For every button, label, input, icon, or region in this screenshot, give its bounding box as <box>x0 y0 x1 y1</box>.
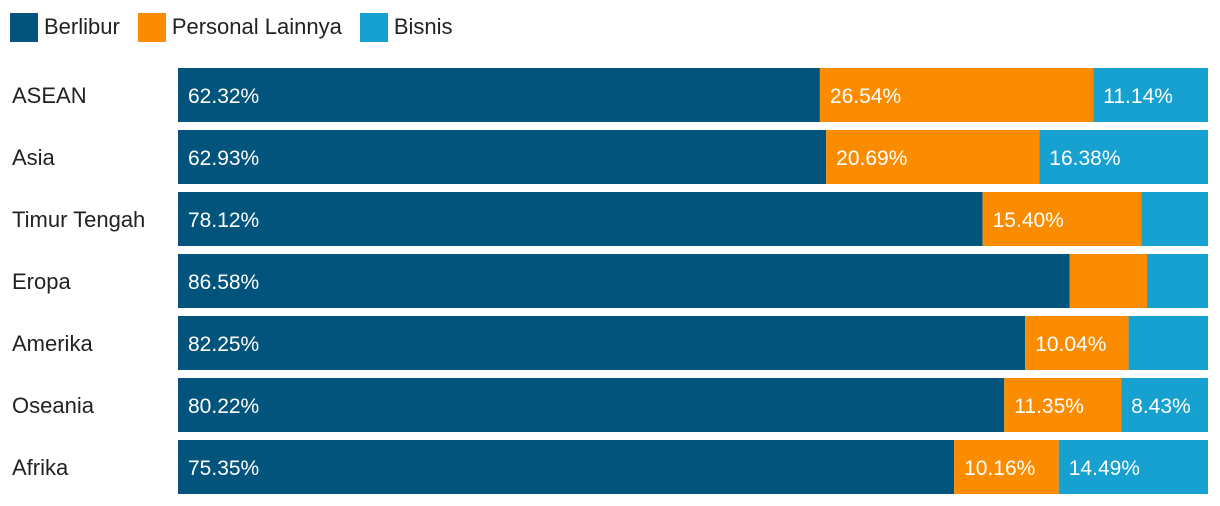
data-label-timur-tengah-berlibur: 78.12% <box>188 209 259 232</box>
data-label-timur-tengah-personal-lainnya: 15.40% <box>993 209 1064 232</box>
data-label-asean-personal-lainnya: 26.54% <box>830 85 901 108</box>
legend-item-bisnis: Bisnis <box>359 12 453 42</box>
legend-label-berlibur: Berlibur <box>44 14 120 39</box>
bar-oseania-bisnis <box>1121 378 1208 432</box>
legend-item-personal-lainnya: Personal Lainnya <box>137 12 342 42</box>
bar-amerika-bisnis <box>1128 316 1208 370</box>
bar-segments <box>178 68 1208 494</box>
data-label-oseania-bisnis: 8.43% <box>1131 395 1191 418</box>
bar-asean-personal-lainnya <box>819 68 1094 122</box>
category-labels: ASEAN Asia Timur Tengah Eropa Amerika Oseania… <box>12 83 145 480</box>
bar-eropa-bisnis <box>1147 254 1208 308</box>
bar-timur-tengah-berlibur <box>178 192 983 246</box>
bar-eropa-personal-lainnya <box>1069 254 1148 308</box>
data-label-eropa-berlibur: 86.58% <box>188 271 259 294</box>
segment-labels: 62.32% 26.54% 11.14% 62.93% 20.69% 16.38% 78.1… <box>188 85 1191 480</box>
legend-item-berlibur: Berlibur <box>10 12 120 42</box>
bar-asia-bisnis <box>1039 130 1208 184</box>
bar-oseania-personal-lainnya <box>1004 378 1122 432</box>
data-label-asean-bisnis: 11.14% <box>1103 85 1173 108</box>
bar-timur-tengah-personal-lainnya <box>982 192 1142 246</box>
data-label-amerika-berlibur: 82.25% <box>188 333 259 356</box>
bar-afrika-personal-lainnya <box>954 440 1059 494</box>
legend-swatch-bisnis <box>359 12 388 42</box>
legend-label-personal-lainnya: Personal Lainnya <box>171 14 342 39</box>
category-label-timur-tengah: Timur Tengah <box>12 207 145 232</box>
bar-afrika-bisnis <box>1058 440 1208 494</box>
bar-asean-berlibur <box>178 68 820 122</box>
category-label-asean: ASEAN <box>12 83 87 108</box>
data-label-afrika-personal-lainnya: 10.16% <box>964 457 1035 480</box>
data-label-asia-bisnis: 16.38% <box>1049 147 1120 170</box>
data-label-amerika-personal-lainnya: 10.04% <box>1035 333 1106 356</box>
bar-eropa-berlibur <box>178 254 1070 308</box>
bar-asia-personal-lainnya <box>826 130 1040 184</box>
category-label-asia: Asia <box>12 145 56 170</box>
bar-afrika-berlibur <box>178 440 955 494</box>
data-label-asia-berlibur: 62.93% <box>188 147 259 170</box>
chart-legend: Berlibur Personal Lainnya Bisnis <box>10 12 471 42</box>
data-label-oseania-personal-lainnya: 11.35% <box>1014 395 1084 418</box>
category-label-oseania: Oseania <box>12 393 95 418</box>
data-label-oseania-berlibur: 80.22% <box>188 395 259 418</box>
bar-amerika-personal-lainnya <box>1025 316 1129 370</box>
bar-asia-berlibur <box>178 130 827 184</box>
category-label-amerika: Amerika <box>12 331 93 356</box>
category-label-eropa: Eropa <box>12 269 71 294</box>
category-label-afrika: Afrika <box>12 455 69 480</box>
bar-asean-bisnis <box>1093 68 1208 122</box>
bar-timur-tengah-bisnis <box>1141 192 1208 246</box>
data-label-afrika-bisnis: 14.49% <box>1069 457 1140 480</box>
bar-amerika-berlibur <box>178 316 1026 370</box>
data-label-asia-personal-lainnya: 20.69% <box>836 147 907 170</box>
bar-oseania-berlibur <box>178 378 1005 432</box>
data-label-asean-berlibur: 62.32% <box>188 85 259 108</box>
data-label-afrika-berlibur: 75.35% <box>188 457 259 480</box>
legend-label-bisnis: Bisnis <box>393 14 453 39</box>
legend-swatch-personal-lainnya <box>137 12 166 42</box>
legend-swatch-berlibur <box>10 12 38 42</box>
